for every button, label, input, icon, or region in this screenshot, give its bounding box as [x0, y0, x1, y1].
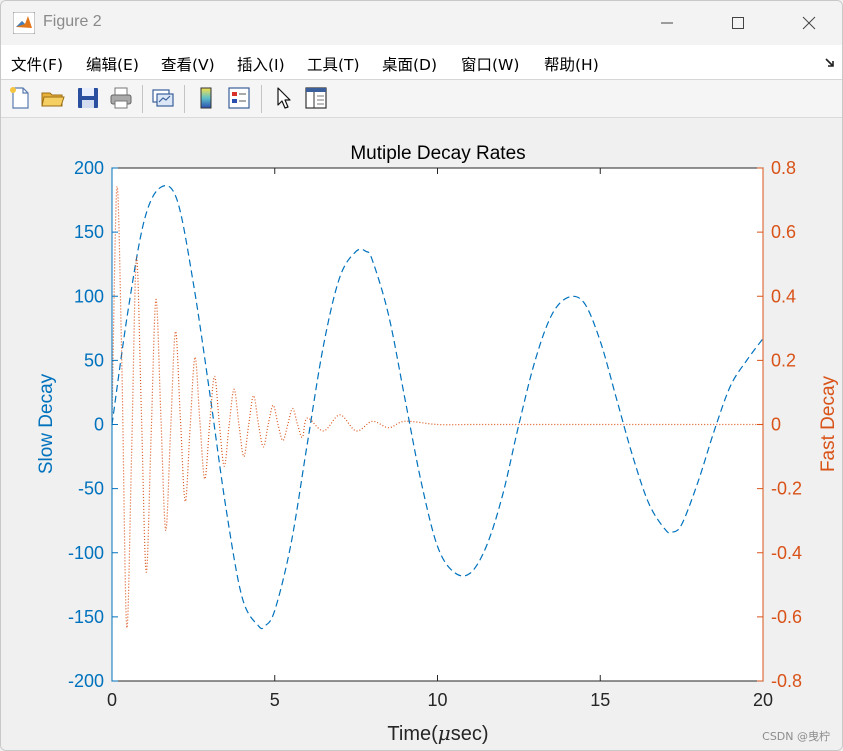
menu-help[interactable]: 帮助(H) — [544, 56, 599, 74]
dock-figure-arrow-icon[interactable] — [824, 57, 836, 69]
y-right-tick-label: 0.8 — [771, 158, 796, 178]
close-icon — [802, 16, 816, 30]
new-figure-icon[interactable] — [7, 85, 33, 111]
y-right-tick-label: 0.4 — [771, 286, 796, 306]
save-icon[interactable] — [75, 85, 101, 111]
decay-rates-chart: 0 5 10 15 20 200 150 100 50 0 -50 -100 -150 -200 0.8 0.… — [36, 143, 839, 745]
menu-edit[interactable]: 编辑(E) — [86, 56, 139, 74]
y-left-tick-label: 100 — [74, 286, 104, 306]
x-tick-label: 5 — [270, 690, 280, 710]
legend-icon[interactable] — [226, 85, 252, 111]
slow-decay-series — [111, 185, 764, 630]
x-axis-label: Time(μsec) — [387, 721, 488, 745]
link-plot-icon[interactable] — [150, 85, 176, 111]
plot-area — [112, 168, 763, 681]
toolbar-separator — [261, 85, 262, 113]
series-layer — [111, 185, 764, 630]
figure-canvas[interactable]: 0 5 10 15 20 200 150 100 50 0 -50 -100 -150 -200 0.8 0.… — [1, 118, 842, 750]
menu-window[interactable]: 窗口(W) — [461, 56, 520, 74]
y-left-tick-label: 150 — [74, 222, 104, 242]
y-right-tick-label: -0.4 — [771, 543, 802, 563]
y-right-tick-label: 0.6 — [771, 222, 796, 242]
y-left-tick-label: -50 — [78, 479, 104, 499]
title-bar[interactable]: Figure 2 — [1, 1, 842, 45]
toolbar-separator — [184, 85, 185, 113]
y-axis-left-label: Slow Decay — [36, 373, 57, 474]
watermark: CSDN @曳柠 — [762, 730, 830, 743]
matlab-logo-icon — [13, 12, 35, 34]
y-left-tick-label: 50 — [84, 350, 104, 370]
menu-tools[interactable]: 工具(T) — [307, 56, 360, 74]
close-button[interactable] — [781, 1, 837, 45]
x-tick-label: 15 — [590, 690, 610, 710]
y-left-tick-label: -100 — [68, 543, 104, 563]
figure-toolbar — [1, 80, 842, 118]
x-tick-label: 0 — [107, 690, 117, 710]
y-right-tick-label: -0.6 — [771, 607, 802, 627]
x-tick-label: 20 — [753, 690, 773, 710]
y-right-tick-label: 0.2 — [771, 350, 796, 370]
menu-file[interactable]: 文件(F) — [11, 56, 64, 74]
colorbar-icon[interactable] — [193, 85, 219, 111]
y-left-tick-label: -200 — [68, 671, 104, 691]
y-right-tick-label: -0.2 — [771, 479, 802, 499]
menu-view[interactable]: 查看(V) — [161, 56, 215, 74]
menu-bar: 文件(F) 编辑(E) 查看(V) 插入(I) 工具(T) 桌面(D) 窗口(W… — [1, 45, 842, 80]
toolbar-separator — [142, 85, 143, 113]
maximize-icon — [732, 17, 744, 29]
y-right-tick-label: 0 — [771, 415, 781, 435]
y-left-tick-label: -150 — [68, 607, 104, 627]
chart-title: Mutiple Decay Rates — [350, 143, 525, 164]
y-left-tick-label: 0 — [94, 415, 104, 435]
y-left-tick-label: 200 — [74, 158, 104, 178]
window-title: Figure 2 — [43, 13, 102, 30]
x-tick-label: 10 — [427, 690, 447, 710]
maximize-button[interactable] — [710, 1, 766, 45]
print-icon[interactable] — [108, 85, 134, 111]
open-file-icon[interactable] — [40, 85, 66, 111]
ticks-layer: 0 5 10 15 20 200 150 100 50 0 -50 -100 -150 -200 0.8 0.… — [68, 158, 802, 710]
edit-plot-cursor-icon[interactable] — [270, 85, 296, 111]
y-right-tick-label: -0.8 — [771, 671, 802, 691]
minimize-icon — [661, 22, 673, 24]
minimize-button[interactable] — [639, 1, 695, 45]
y-axis-right-label: Fast Decay — [818, 375, 839, 472]
property-inspector-icon[interactable] — [303, 85, 329, 111]
menu-desktop[interactable]: 桌面(D) — [382, 56, 438, 74]
menu-insert[interactable]: 插入(I) — [237, 56, 285, 74]
